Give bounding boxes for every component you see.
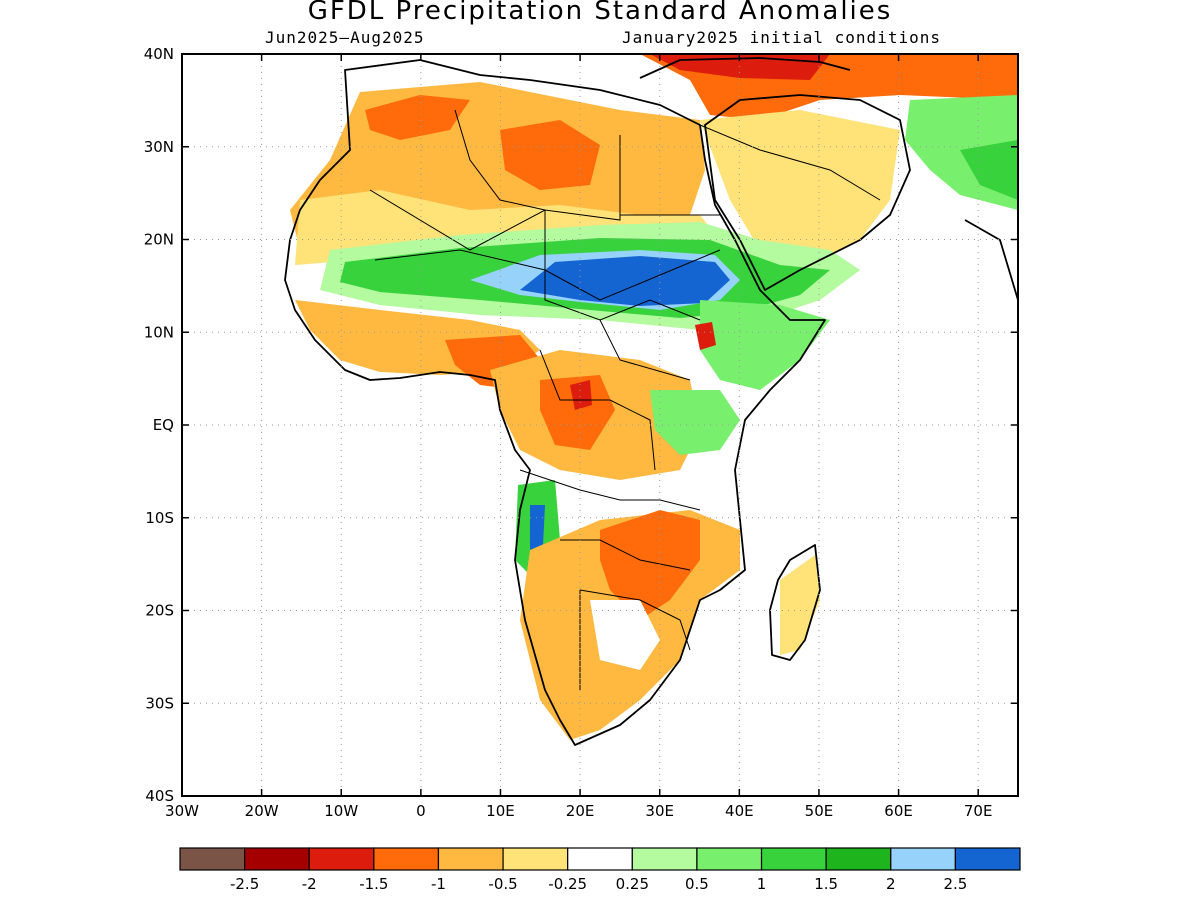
colorbar-swatch [760,847,827,871]
x-tick-label: 0 [416,802,426,820]
y-tick-label: 10S [145,509,174,527]
colorbar-label: -2 [302,875,317,893]
y-tick-label: 20S [145,602,174,620]
india-coastline [964,219,1018,301]
colorbar-label: 0.5 [685,875,709,893]
x-tick-label: 20W [245,802,279,820]
y-tick-label: 40S [145,787,174,805]
y-tick-label: EQ [153,416,174,434]
y-tick-label: 30N [144,138,174,156]
anomaly-shading [290,54,1018,740]
colorbar-swatch [244,847,310,871]
y-tick-label: 30S [145,694,174,712]
map-title: GFDL Precipitation Standard Anomalies [307,0,893,26]
colorbar-swatch [308,847,375,871]
colorbar-label: -2.5 [230,875,259,893]
colorbar-swatch [437,847,504,871]
africa-coastline [284,59,826,746]
colorbar-label: 2.5 [943,875,967,893]
colorbar-label: 1 [757,875,767,893]
colorbar-swatch [954,847,1021,871]
x-tick-label: 50E [805,802,834,820]
y-tick-label: 40N [144,45,174,63]
x-tick-label: 10E [486,802,515,820]
shade-sudan-blue [520,256,730,306]
colorbar [179,847,1021,871]
map-content [182,54,1018,796]
x-tick-label: 40E [725,802,754,820]
colorbar-swatch [825,847,892,871]
colorbar-label: -1.5 [359,875,388,893]
shade-morocco-dry [365,95,470,140]
colorbar-label: -0.5 [488,875,517,893]
x-tick-label: 60E [884,802,913,820]
colorbar-swatch [373,847,440,871]
colorbar-labels: -2.5 -2 -1.5 -1 -0.5 -0.25 0.25 0.5 1 1.5 2 2.5 [230,875,967,893]
turkey-coastline [639,57,851,79]
shade-zambia-dry [600,510,700,620]
y-tick-label: 20N [144,231,174,249]
colorbar-swatch [631,847,698,871]
shade-ss-spot [695,322,716,350]
colorbar-swatch [696,847,763,871]
colorbar-label: 0.25 [616,875,649,893]
colorbar-label: 2 [886,875,896,893]
shade-angola-blue [530,505,545,550]
colorbar-swatch [502,847,569,871]
y-tick-label: 10N [144,323,174,341]
shade-horn-wet [700,300,830,390]
latitude-axis: 40N 30N 20N 10N EQ 10S 20S 30S 40S [144,45,1018,805]
longitude-axis: 30W 20W 10W 0 10E 20E 30E 40E 50E 60E 70E [165,54,992,820]
colorbar-swatch [179,847,246,871]
initial-conditions-subtitle: January2025 initial conditions [622,28,941,47]
colorbar-swatch [567,847,633,871]
country-borders [369,109,881,690]
x-tick-label: 10W [324,802,358,820]
colorbar-label: 1.5 [814,875,838,893]
shade-congo-dry [540,375,615,450]
x-tick-label: 30E [645,802,674,820]
shade-madagascar [780,555,820,655]
season-subtitle: Jun2025–Aug2025 [265,28,425,47]
colorbar-label: -0.25 [548,875,587,893]
graticule [182,54,1018,796]
shade-iran-wetter [960,140,1018,200]
shade-arabia-light [700,110,900,270]
x-tick-label: 30W [165,802,199,820]
shade-kalahari-white [590,600,660,670]
shade-congo-spot [570,380,592,410]
shade-eastafrica-wet [650,390,740,455]
shade-libya-dry [500,120,600,190]
colorbar-label: -1 [431,875,446,893]
madagascar-coastline [769,544,821,661]
x-tick-label: 20E [566,802,595,820]
colorbar-swatch [890,847,956,871]
x-tick-label: 70E [964,802,993,820]
